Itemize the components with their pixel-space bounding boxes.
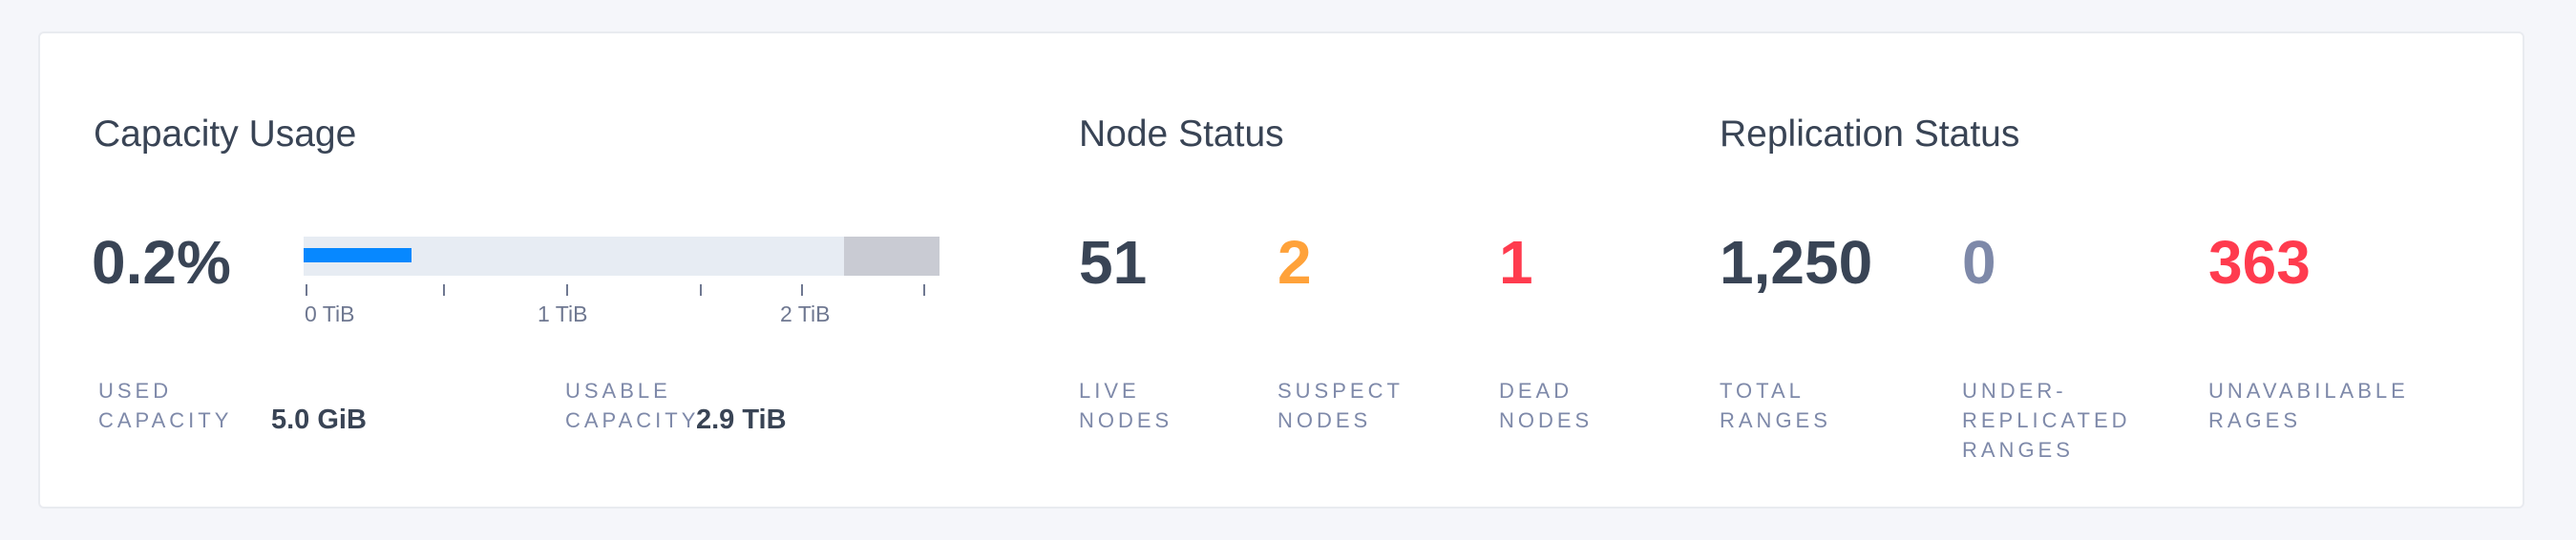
axis-label: 2 TiB (780, 301, 831, 326)
label-line: DEAD (1499, 379, 1573, 403)
dead-nodes-label: DEAD NODES (1499, 376, 1593, 435)
axis-tick (801, 284, 803, 296)
label-line: LIVE (1079, 379, 1140, 403)
total-ranges-label: TOTAL RANGES (1720, 376, 1831, 435)
suspect-nodes-value: 2 (1277, 228, 1312, 297)
axis-label: 0 TiB (305, 301, 355, 326)
axis-tick (700, 284, 702, 296)
usable-capacity-label: USABLE CAPACITY (565, 376, 699, 435)
label-line: NODES (1079, 408, 1173, 432)
capacity-bar-reserved (844, 237, 940, 276)
label-line: CAPACITY (98, 408, 233, 432)
live-nodes-value: 51 (1079, 228, 1148, 297)
used-capacity-value: 5.0 GiB (271, 405, 367, 435)
total-ranges-value: 1,250 (1720, 228, 1873, 297)
under-replicated-value: 0 (1962, 228, 1996, 297)
label-line: RANGES (1720, 408, 1831, 432)
unavailable-ranges-value: 363 (2208, 228, 2311, 297)
capacity-bar-used (304, 248, 412, 262)
label-line: TOTAL (1720, 379, 1805, 403)
axis-tick (306, 284, 307, 296)
suspect-nodes-label: SUSPECT NODES (1277, 376, 1404, 435)
label-line: SUSPECT (1277, 379, 1404, 403)
capacity-percent: 0.2% (92, 228, 231, 297)
capacity-usage-title: Capacity Usage (94, 114, 357, 155)
label-line: UNDER- (1962, 379, 2067, 403)
under-replicated-label: UNDER- REPLICATED RANGES (1962, 376, 2131, 465)
label-line: NODES (1277, 408, 1372, 432)
label-line: UNAVABILABLE (2208, 379, 2409, 403)
axis-tick (443, 284, 445, 296)
label-line: REPLICATED (1962, 408, 2131, 432)
label-line: RANGES (1962, 438, 2074, 462)
unavailable-ranges-label: UNAVABILABLE RAGES (2208, 376, 2409, 435)
live-nodes-label: LIVE NODES (1079, 376, 1172, 435)
dead-nodes-value: 1 (1499, 228, 1533, 297)
node-status-title: Node Status (1079, 114, 1284, 155)
label-line: NODES (1499, 408, 1594, 432)
label-line: RAGES (2208, 408, 2302, 432)
usable-capacity-value: 2.9 TiB (696, 405, 787, 435)
used-capacity-label: USED CAPACITY (98, 376, 232, 435)
axis-label: 1 TiB (538, 301, 588, 326)
axis-tick (566, 284, 568, 296)
axis-tick (923, 284, 925, 296)
label-line: USABLE (565, 379, 671, 403)
replication-status-title: Replication Status (1720, 114, 2020, 155)
label-line: USED (98, 379, 173, 403)
capacity-bar (304, 237, 940, 276)
label-line: CAPACITY (565, 408, 700, 432)
